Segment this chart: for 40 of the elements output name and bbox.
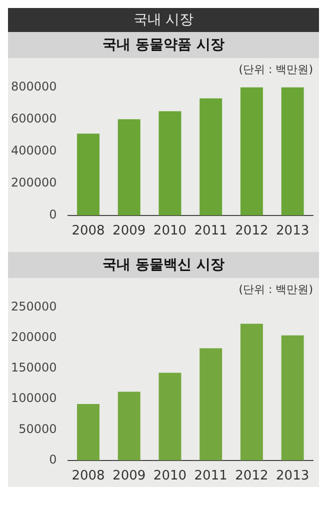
y-tick-label: 50000 — [18, 422, 57, 436]
x-tick-label: 2008 — [72, 224, 105, 239]
x-tick-label: 2013 — [276, 468, 310, 484]
chart-title: 국내 동물백신 시장 — [8, 252, 319, 278]
bar — [240, 324, 263, 460]
y-tick-label: 0 — [49, 208, 57, 222]
y-tick-label: 0 — [49, 452, 57, 467]
bar — [158, 111, 182, 216]
bar — [118, 119, 140, 216]
bar — [200, 98, 222, 216]
y-tick-label: 800000 — [10, 79, 57, 94]
chart-subtitle: 국내 동물약품 시장 — [8, 32, 319, 58]
bar — [158, 372, 182, 460]
x-tick-label: 2008 — [72, 468, 105, 484]
x-tick-label: 2009 — [112, 468, 146, 484]
x-tick-label: 2011 — [194, 468, 228, 484]
y-tick-label: 100000 — [10, 391, 57, 406]
bar — [77, 134, 100, 216]
text: (단위 : 백만원) — [238, 282, 314, 297]
y-tick-label: 200000 — [10, 175, 57, 190]
y-tick-label: 400000 — [10, 143, 57, 158]
chart-title: 국내 시장 — [8, 8, 319, 32]
x-tick-label: 2011 — [194, 224, 228, 239]
x-tick-label: 2009 — [112, 224, 146, 239]
x-tick-label: 2010 — [153, 468, 187, 484]
bar — [240, 87, 263, 216]
y-tick-label: 200000 — [10, 330, 57, 344]
x-tick-label: 2013 — [276, 224, 310, 239]
y-tick-label: 600000 — [10, 111, 57, 126]
bar — [200, 348, 222, 460]
bar — [118, 392, 140, 460]
bar — [281, 87, 304, 216]
x-tick-label: 2012 — [235, 224, 268, 239]
text: (단위 : 백만원) — [238, 62, 314, 77]
x-tick-label: 2012 — [235, 468, 268, 484]
bar — [77, 404, 100, 460]
y-tick-label: 150000 — [10, 360, 57, 375]
bar — [281, 335, 304, 460]
y-tick-label: 250000 — [10, 299, 57, 314]
x-tick-label: 2010 — [153, 224, 187, 239]
